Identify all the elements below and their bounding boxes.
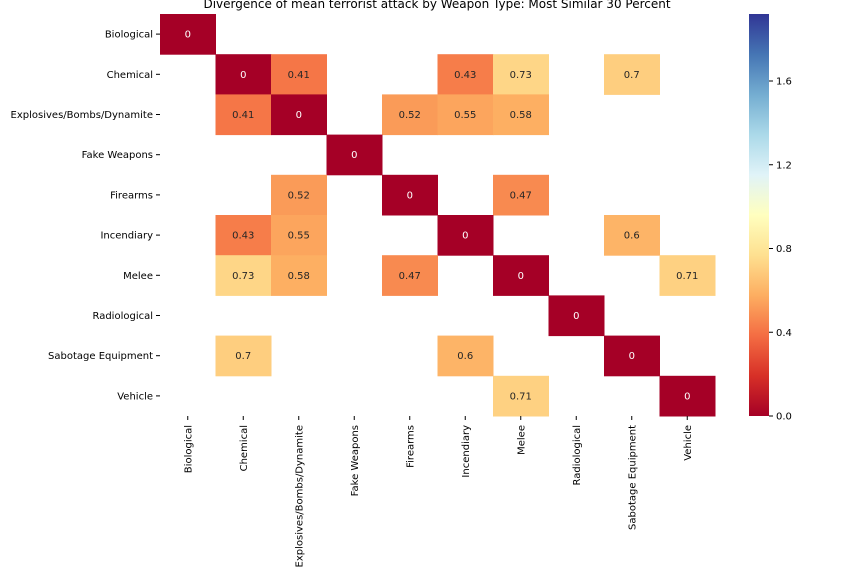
cell-value-label: 0 — [296, 110, 302, 121]
column-tick-label: Incendiary — [461, 425, 472, 478]
colorbar-tick-label: 0.8 — [776, 244, 792, 255]
column-tick-label: Radiological — [572, 425, 583, 486]
heatmap-cell — [548, 295, 605, 337]
cell-value-label: 0.52 — [399, 110, 421, 121]
cell-value-label: 0.6 — [624, 231, 640, 242]
cell-value-label: 0.55 — [454, 110, 476, 121]
cell-value-label: 0 — [407, 190, 413, 201]
cell-value-label: 0.71 — [510, 391, 532, 402]
column-axis: Biological Chemical Explosives/Bombs/Dynam… — [183, 416, 694, 567]
heatmap-cell — [493, 54, 549, 95]
heatmap-cell — [493, 255, 549, 296]
cell-value-label: 0 — [684, 391, 690, 402]
heatmap-cell — [271, 255, 327, 296]
cell-value-label: 0.43 — [232, 231, 254, 242]
cell-value-label: 0.73 — [232, 271, 254, 282]
column-tick-label: Fake Weapons — [350, 425, 361, 496]
heatmap-cell — [437, 94, 494, 136]
colorbar-tick-label: 1.2 — [776, 160, 792, 171]
cell-value-label: 0 — [629, 351, 635, 362]
cell-value-label: 0.47 — [510, 190, 532, 201]
row-axis: Biological Chemical Explosives/Bombs/Dynam… — [11, 30, 160, 402]
cell-value-label: 0.73 — [510, 70, 532, 81]
heatmap-cell — [604, 335, 660, 377]
heatmap-cell — [659, 255, 716, 296]
colorbar-tick-label: 0.4 — [776, 328, 792, 339]
heatmap-cell — [604, 215, 660, 256]
cell-value-label: 0 — [518, 271, 524, 282]
heatmap-cell — [493, 94, 549, 136]
cell-value-label: 0 — [351, 150, 357, 161]
heatmap-cell — [382, 255, 438, 296]
heatmap-cell — [215, 94, 272, 136]
heatmap-cells: 0 0 0.41 0.43 0.73 0.7 0.41 0 0.52 0.55 0.58 0 0.52 0… — [160, 14, 716, 417]
heatmap-cell — [215, 335, 272, 377]
heatmap-cell — [382, 94, 438, 136]
colorbar-tick-label: 1.6 — [776, 77, 792, 88]
heatmap-cell — [160, 14, 216, 55]
cell-value-label: 0.7 — [624, 70, 640, 81]
column-tick-label: Vehicle — [683, 425, 694, 461]
heatmap-cell — [271, 94, 327, 136]
row-tick-label: Incendiary — [100, 231, 153, 242]
row-tick-label: Vehicle — [117, 391, 153, 402]
heatmap-cell — [326, 134, 383, 176]
heatmap-cell — [659, 375, 716, 417]
column-tick-label: Melee — [516, 425, 527, 455]
cell-value-label: 0.55 — [288, 231, 310, 242]
chart-title: Divergence of mean terrorist attack by W… — [203, 0, 670, 11]
heatmap-cell — [271, 215, 327, 256]
cell-value-label: 0.6 — [457, 351, 473, 362]
heatmap-cell — [271, 54, 327, 95]
column-tick-label: Sabotage Equipment — [627, 425, 638, 530]
cell-value-label: 0.43 — [454, 70, 476, 81]
heatmap-cell — [215, 215, 272, 256]
cell-value-label: 0.58 — [288, 271, 310, 282]
row-tick-label: Melee — [123, 271, 153, 282]
heatmap-cell — [271, 174, 327, 216]
cell-value-label: 0 — [573, 311, 579, 322]
colorbar — [749, 14, 769, 416]
row-tick-label: Explosives/Bombs/Dynamite — [11, 110, 153, 121]
cell-value-label: 0 — [240, 70, 246, 81]
heatmap-cell — [382, 174, 438, 216]
row-tick-label: Chemical — [107, 70, 153, 81]
column-tick-label: Explosives/Bombs/Dynamite — [294, 425, 305, 567]
heatmap-cell — [437, 215, 494, 256]
column-tick-label: Chemical — [239, 425, 250, 471]
cell-value-label: 0.47 — [399, 271, 421, 282]
heatmap-cell — [215, 255, 272, 296]
column-tick-label: Biological — [183, 425, 194, 473]
colorbar-axis: 0.0 0.4 0.8 1.2 1.6 — [769, 77, 792, 423]
heatmap-cell — [604, 54, 660, 95]
heatmap-cell — [493, 174, 549, 216]
cell-value-label: 0.71 — [676, 271, 698, 282]
cell-value-label: 0 — [462, 231, 468, 242]
heatmap-cell — [493, 375, 549, 417]
cell-value-label: 0 — [185, 30, 191, 41]
cell-value-label: 0.58 — [510, 110, 532, 121]
heatmap-cell — [437, 54, 494, 95]
cell-value-label: 0.41 — [288, 70, 310, 81]
column-tick-label: Firearms — [405, 425, 416, 468]
cell-value-label: 0.7 — [235, 351, 251, 362]
cell-value-label: 0.52 — [288, 190, 310, 201]
row-tick-label: Firearms — [110, 190, 153, 201]
row-tick-label: Fake Weapons — [82, 150, 153, 161]
cell-value-label: 0.41 — [232, 110, 254, 121]
colorbar-tick-label: 0.0 — [776, 412, 792, 423]
row-tick-label: Biological — [105, 30, 153, 41]
row-tick-label: Radiological — [92, 311, 153, 322]
heatmap-cell — [437, 335, 494, 377]
heatmap-cell — [215, 54, 272, 95]
row-tick-label: Sabotage Equipment — [48, 351, 153, 362]
